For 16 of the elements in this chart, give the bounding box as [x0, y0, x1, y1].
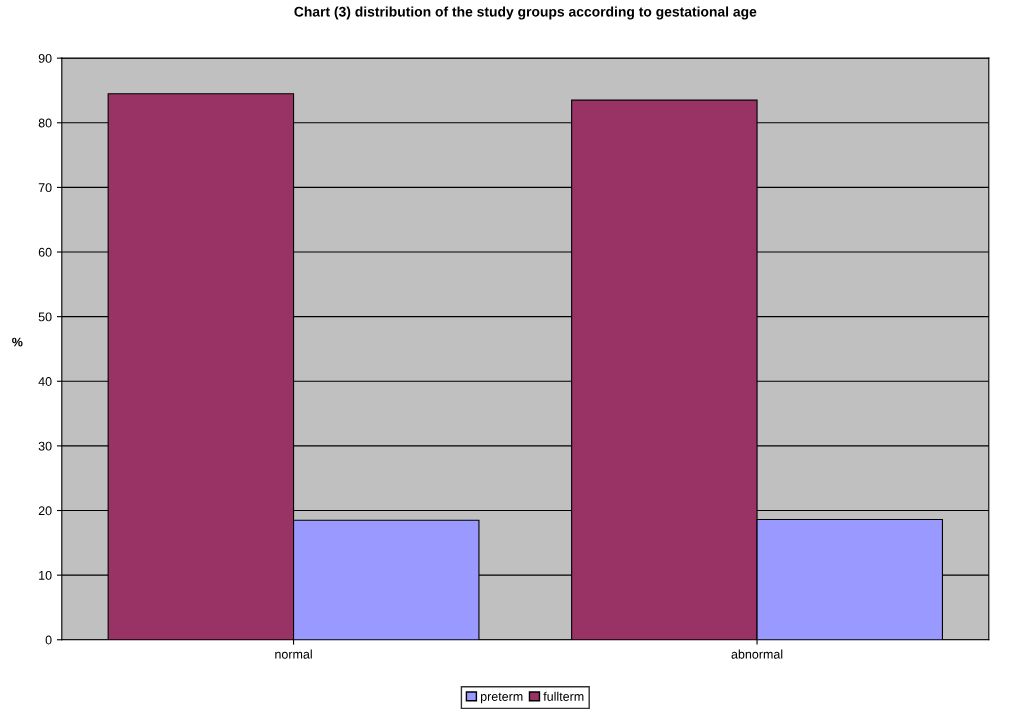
y-tick-label: 70 [38, 183, 52, 193]
chart-title: Chart (3) distribution of the study groups according to gestational age [294, 6, 757, 20]
y-tick-label: 50 [38, 312, 52, 322]
y-tick-label: 10 [39, 570, 52, 580]
y-tick-label: 60 [38, 247, 52, 257]
y-tick-label: 40 [38, 377, 52, 386]
y-tick-label: 20 [38, 506, 52, 516]
y-tick-label: 30 [38, 441, 52, 451]
y-tick-label: 0 [45, 635, 52, 645]
y-tick-label: 80 [38, 118, 52, 128]
y-axis-title: % [12, 337, 23, 347]
legend-label: preterm [480, 692, 523, 704]
x-tick-label: abnormal [731, 649, 783, 659]
y-tick-label: 90 [38, 53, 52, 63]
x-tick-label: normal [275, 649, 312, 659]
legend-label: fullterm [543, 691, 584, 701]
